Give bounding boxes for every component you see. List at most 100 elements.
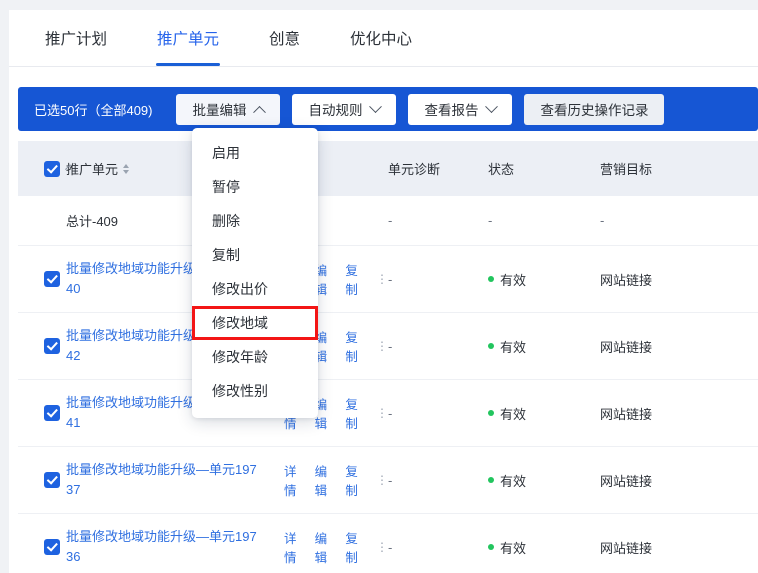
table-row[interactable]: 批量修改地域功能升级—单元19740 详情 编辑 复制 ⋮ - 有效 网站链接 bbox=[18, 246, 758, 313]
header-status: 状态 bbox=[488, 162, 515, 177]
row-select-cell bbox=[18, 271, 66, 287]
op-copy[interactable]: 复制 bbox=[345, 532, 358, 565]
summary-name: 总计-409 bbox=[66, 214, 119, 229]
row-goal: 网站链接 bbox=[600, 540, 653, 556]
bulk-edit-dropdown-menu: 启用 暂停 删除 复制 修改出价 修改地域 修改年龄 修改性别 bbox=[192, 128, 318, 418]
table-row[interactable]: 批量修改地域功能升级—单元19737 详情 编辑 复制 ⋮ - 有效 网站链接 bbox=[18, 447, 758, 514]
row-goal: 网站链接 bbox=[600, 473, 653, 489]
row-goal: 网站链接 bbox=[600, 339, 653, 355]
sort-icon[interactable] bbox=[123, 163, 130, 174]
row-operations: 详情 编辑 复制 ⋮ bbox=[284, 461, 388, 499]
status-dot-icon bbox=[488, 343, 494, 349]
chevron-down-icon bbox=[369, 99, 383, 113]
menu-item-modify-bid[interactable]: 修改出价 bbox=[212, 281, 268, 297]
bulk-edit-button[interactable]: 批量编辑 bbox=[176, 93, 281, 125]
op-detail[interactable]: 详情 bbox=[284, 465, 297, 498]
menu-item-delete[interactable]: 删除 bbox=[212, 213, 240, 229]
op-copy[interactable]: 复制 bbox=[345, 264, 358, 297]
tab-promotion-plan[interactable]: 推广计划 bbox=[45, 31, 108, 48]
op-edit[interactable]: 编辑 bbox=[314, 264, 328, 297]
more-options-icon[interactable]: ⋮ bbox=[376, 339, 389, 353]
tab-bar: 推广计划 推广单元 创意 优化中心 bbox=[9, 10, 758, 67]
row-status: 有效 bbox=[488, 270, 600, 289]
status-dot-icon bbox=[488, 477, 494, 483]
row-checkbox[interactable] bbox=[44, 539, 60, 555]
tab-promotion-unit[interactable]: 推广单元 bbox=[157, 10, 219, 66]
bulk-edit-label: 批量编辑 bbox=[192, 103, 247, 118]
status-dot-icon bbox=[488, 410, 494, 416]
table-row[interactable]: 批量修改地域功能升级—单元19741 详情 编辑 复制 ⋮ - 有效 网站链接 bbox=[18, 380, 758, 447]
row-operations: 详情 编辑 复制 ⋮ bbox=[284, 528, 388, 566]
summary-goal: - bbox=[600, 213, 605, 228]
row-checkbox[interactable] bbox=[44, 472, 60, 488]
row-checkbox[interactable] bbox=[44, 338, 60, 354]
bulk-action-toolbar: 已选50行（全部409) 批量编辑 自动规则 查看报告 查看历史操作记录 bbox=[18, 87, 758, 131]
row-goal: 网站链接 bbox=[600, 272, 653, 288]
menu-item-pause[interactable]: 暂停 bbox=[212, 179, 240, 195]
menu-item-modify-region[interactable]: 修改地域 bbox=[192, 306, 318, 340]
more-options-icon[interactable]: ⋮ bbox=[376, 473, 389, 487]
menu-item-modify-age[interactable]: 修改年龄 bbox=[212, 349, 268, 365]
status-label: 有效 bbox=[500, 473, 527, 489]
status-dot-icon bbox=[488, 276, 494, 282]
row-select-cell bbox=[18, 472, 66, 488]
row-select-cell bbox=[18, 405, 66, 421]
header-unit[interactable]: 推广单元 bbox=[66, 159, 284, 178]
tab-creative[interactable]: 创意 bbox=[269, 31, 301, 48]
row-checkbox[interactable] bbox=[44, 405, 60, 421]
row-name-cell: 批量修改地域功能升级—单元19737 bbox=[66, 460, 284, 500]
view-history-label: 查看历史操作记录 bbox=[540, 103, 649, 118]
row-status: 有效 bbox=[488, 538, 600, 557]
table-row[interactable]: 批量修改地域功能升级—单元19742 详情 编辑 复制 ⋮ - 有效 网站链接 bbox=[18, 313, 758, 380]
table-summary-row: 总计-409 - - - - bbox=[18, 196, 758, 246]
op-edit[interactable]: 编辑 bbox=[314, 532, 328, 565]
tab-optimization-center[interactable]: 优化中心 bbox=[350, 31, 413, 48]
status-label: 有效 bbox=[500, 339, 527, 355]
row-diagnosis: - bbox=[388, 539, 393, 555]
view-history-button[interactable]: 查看历史操作记录 bbox=[524, 93, 665, 125]
chevron-down-icon bbox=[485, 99, 499, 113]
row-select-cell bbox=[18, 338, 66, 354]
row-checkbox[interactable] bbox=[44, 271, 60, 287]
table-header-row: 推广单元 操作 单元诊断 状态 营销目标 bbox=[18, 141, 758, 196]
op-edit[interactable]: 编辑 bbox=[314, 398, 328, 431]
op-copy[interactable]: 复制 bbox=[345, 331, 358, 364]
row-status: 有效 bbox=[488, 337, 600, 356]
menu-item-copy[interactable]: 复制 bbox=[212, 247, 240, 263]
header-goal: 营销目标 bbox=[600, 162, 653, 177]
menu-item-modify-gender[interactable]: 修改性别 bbox=[212, 383, 268, 399]
status-label: 有效 bbox=[500, 540, 527, 556]
chevron-up-icon bbox=[253, 105, 267, 119]
more-options-icon[interactable]: ⋮ bbox=[376, 272, 389, 286]
status-label: 有效 bbox=[500, 406, 527, 422]
op-detail[interactable]: 详情 bbox=[284, 532, 297, 565]
op-edit[interactable]: 编辑 bbox=[314, 465, 328, 498]
unit-link[interactable]: 批量修改地域功能升级—单元19737 bbox=[66, 462, 257, 497]
summary-status: - bbox=[488, 213, 493, 228]
header-select-cell bbox=[18, 160, 71, 177]
more-options-icon[interactable]: ⋮ bbox=[376, 406, 389, 420]
select-all-checkbox[interactable] bbox=[44, 160, 60, 177]
row-name-cell: 批量修改地域功能升级—单元19736 bbox=[66, 527, 284, 567]
view-report-button[interactable]: 查看报告 bbox=[408, 93, 513, 125]
row-goal: 网站链接 bbox=[600, 406, 653, 422]
row-diagnosis: - bbox=[388, 472, 393, 488]
op-copy[interactable]: 复制 bbox=[345, 398, 358, 431]
header-unit-label: 推广单元 bbox=[66, 162, 119, 177]
row-diagnosis: - bbox=[388, 271, 393, 287]
menu-item-enable[interactable]: 启用 bbox=[212, 145, 240, 161]
more-options-icon[interactable]: ⋮ bbox=[376, 540, 389, 554]
row-diagnosis: - bbox=[388, 405, 393, 421]
unit-link[interactable]: 批量修改地域功能升级—单元19736 bbox=[66, 529, 257, 564]
op-copy[interactable]: 复制 bbox=[345, 465, 358, 498]
summary-diagnosis: - bbox=[388, 213, 393, 228]
row-status: 有效 bbox=[488, 404, 600, 423]
op-edit[interactable]: 编辑 bbox=[314, 331, 328, 364]
auto-rule-button[interactable]: 自动规则 bbox=[292, 93, 397, 125]
table-row[interactable]: 批量修改地域功能升级—单元19736 详情 编辑 复制 ⋮ - 有效 网站链接 bbox=[18, 514, 758, 573]
status-label: 有效 bbox=[500, 272, 527, 288]
row-select-cell bbox=[18, 539, 66, 555]
view-report-label: 查看报告 bbox=[424, 103, 479, 118]
auto-rule-label: 自动规则 bbox=[308, 103, 363, 118]
